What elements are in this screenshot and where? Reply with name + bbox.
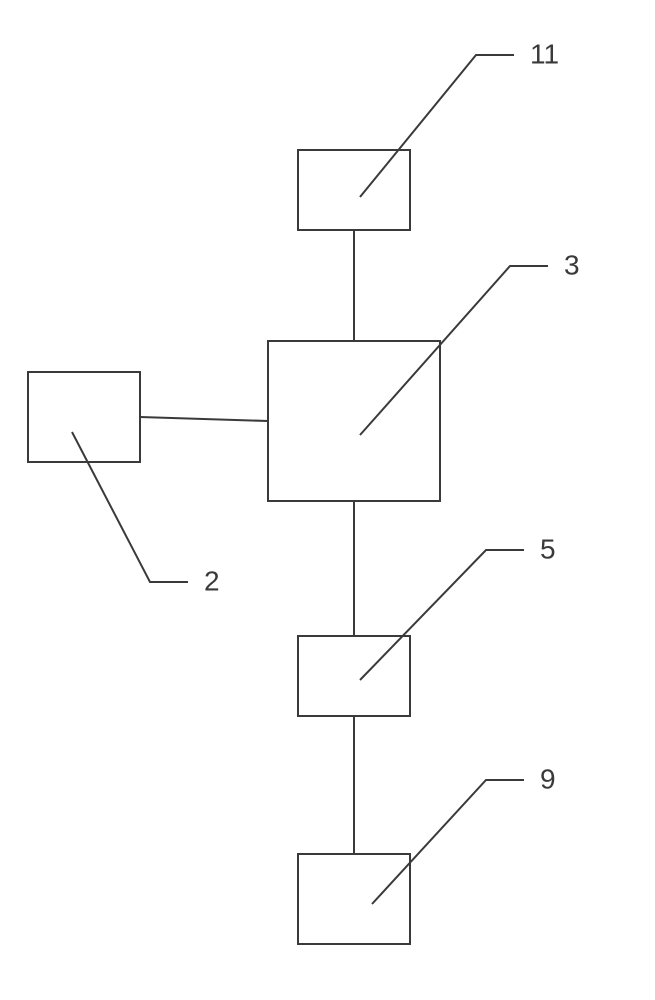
nodes-layer (28, 150, 440, 944)
label-3: 3 (564, 249, 580, 280)
leader-3 (360, 266, 548, 435)
leaders-layer (72, 55, 548, 904)
leader-9 (372, 780, 524, 904)
label-5: 5 (540, 533, 556, 564)
node-n5 (298, 636, 410, 716)
block-diagram: 11 3 5 9 2 (0, 0, 655, 1000)
edge-n2-n3 (140, 417, 268, 421)
leader-11 (360, 55, 514, 197)
node-n9 (298, 854, 410, 944)
node-n3 (268, 341, 440, 501)
node-n11 (298, 150, 410, 230)
label-11: 11 (530, 38, 559, 69)
label-2: 2 (204, 565, 220, 596)
label-9: 9 (540, 763, 556, 794)
labels-layer: 11 3 5 9 2 (204, 38, 580, 794)
edges-layer (140, 230, 354, 854)
leader-2 (72, 432, 188, 582)
node-n2 (28, 372, 140, 462)
leader-5 (360, 550, 524, 680)
